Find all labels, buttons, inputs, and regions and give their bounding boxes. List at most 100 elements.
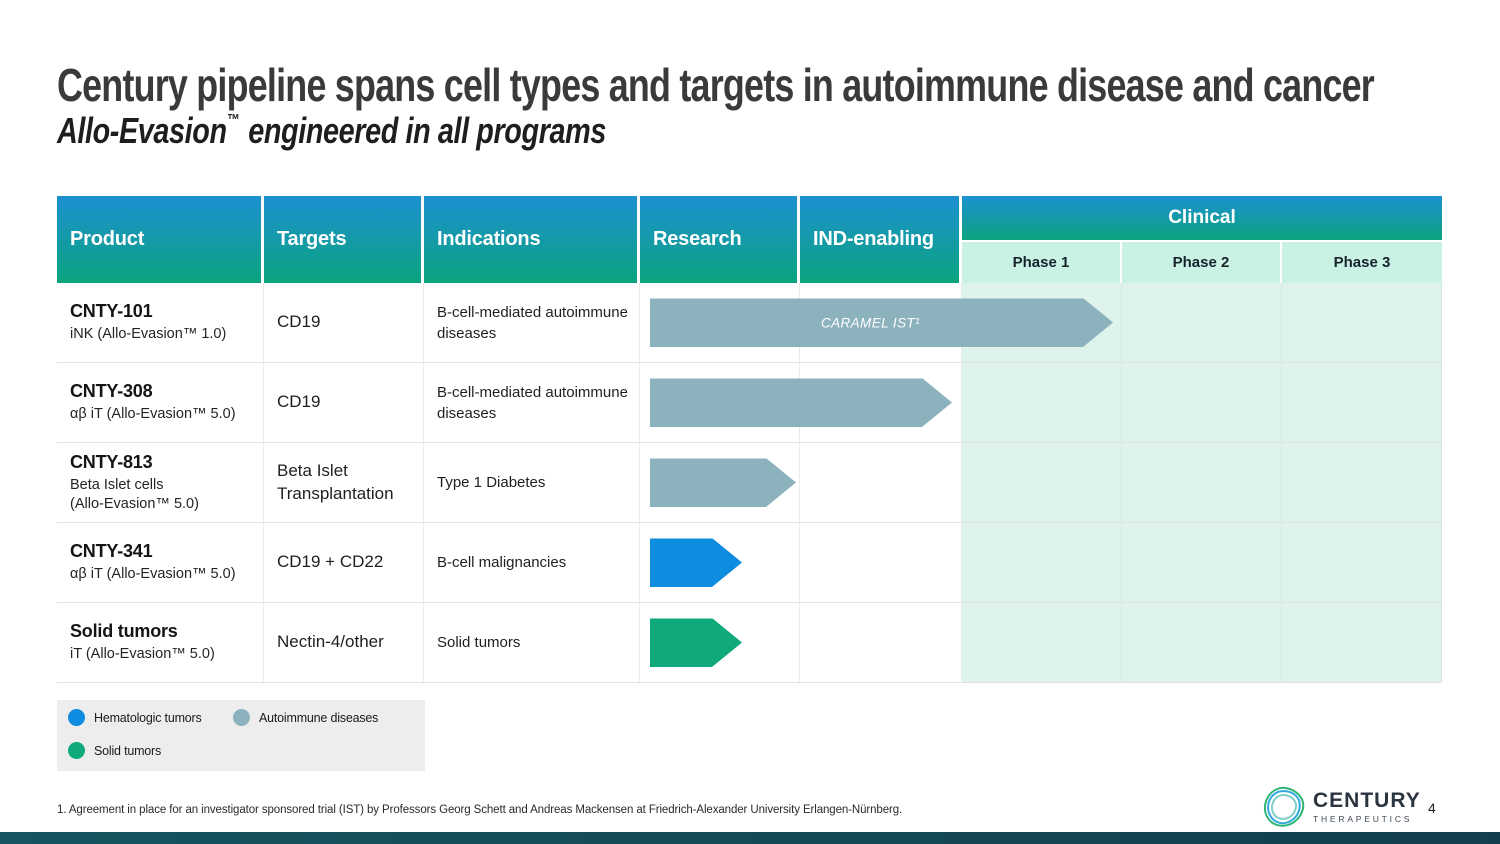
targets-cell: CD19 <box>264 363 424 442</box>
targets-value: CD19 <box>277 312 321 332</box>
indications-cell: B-cell-mediated autoimmune diseases <box>424 363 640 442</box>
century-logo: CENTURY THERAPEUTICS <box>1261 784 1421 830</box>
product-subtitle: Beta Islet cells (Allo-Evasion™ 5.0) <box>70 477 199 512</box>
pipeline-arrow <box>650 458 796 507</box>
indications-cell: Type 1 Diabetes <box>424 443 640 522</box>
column-header-indications: Indications <box>424 196 640 283</box>
trademark-symbol: ™ <box>226 112 240 129</box>
targets-value: CD19 + CD22 <box>277 552 384 572</box>
legend-label: Solid tumors <box>94 743 162 758</box>
indications-cell: Solid tumors <box>424 603 640 682</box>
table-row: CNTY-308 αβ iT (Allo-Evasion™ 5.0) CD19 … <box>57 363 1442 443</box>
indications-value: B-cell-mediated autoimmune diseases <box>437 303 628 342</box>
targets-cell: CD19 + CD22 <box>264 523 424 602</box>
phase3-cell <box>1282 523 1442 602</box>
logo-subtext: THERAPEUTICS <box>1313 814 1413 824</box>
column-header-phase1: Phase 1 <box>962 242 1122 283</box>
logo-blob-icon <box>1261 784 1307 830</box>
column-header-phase2: Phase 2 <box>1122 242 1282 283</box>
logo-name: CENTURY <box>1313 789 1421 812</box>
phase1-cell <box>962 523 1122 602</box>
indications-value: Type 1 Diabetes <box>437 474 546 491</box>
indications-cell: B-cell-mediated autoimmune diseases <box>424 283 640 362</box>
product-cell: Solid tumors iT (Allo-Evasion™ 5.0) <box>57 603 264 682</box>
targets-cell: Beta Islet Transplantation <box>264 443 424 522</box>
column-header-product: Product <box>57 196 264 283</box>
phase3-cell <box>1282 283 1442 362</box>
clinical-header-group: Clinical Phase 1 Phase 2 Phase 3 <box>962 196 1442 283</box>
logo-wordmark: CENTURY THERAPEUTICS <box>1313 787 1421 824</box>
legend-dot <box>68 709 85 726</box>
table-row: CNTY-813 Beta Islet cells (Allo-Evasion™… <box>57 443 1442 523</box>
page-subtitle: Allo-Evasion™ engineered in all programs <box>57 110 606 152</box>
pipeline-arrow <box>650 378 952 427</box>
targets-cell: Nectin-4/other <box>264 603 424 682</box>
arrow-label: CARAMEL IST¹ <box>820 315 921 330</box>
pipeline-table: Product Targets Indications Research IND… <box>57 196 1442 683</box>
research-cell <box>640 603 800 682</box>
ind-enabling-cell <box>800 523 962 602</box>
indications-value: B-cell-mediated autoimmune diseases <box>437 383 628 422</box>
column-header-clinical: Clinical <box>962 196 1442 240</box>
ind-enabling-cell <box>800 603 962 682</box>
indications-value: Solid tumors <box>437 634 521 651</box>
targets-cell: CD19 <box>264 283 424 362</box>
product-name: CNTY-341 <box>70 541 153 562</box>
footnote: 1. Agreement in place for an investigato… <box>57 804 903 816</box>
product-name: CNTY-308 <box>70 381 153 402</box>
phase2-cell <box>1122 603 1282 682</box>
table-row: CNTY-341 αβ iT (Allo-Evasion™ 5.0) CD19 … <box>57 523 1442 603</box>
legend: Hematologic tumors Autoimmune diseases S… <box>57 700 425 771</box>
bottom-bar <box>0 832 1500 844</box>
column-header-ind-enabling: IND-enabling <box>800 196 962 283</box>
column-header-targets: Targets <box>264 196 424 283</box>
phase2-cell <box>1122 283 1282 362</box>
ind-enabling-cell <box>800 443 962 522</box>
phase1-cell <box>962 443 1122 522</box>
phase2-cell <box>1122 443 1282 522</box>
legend-item: Hematologic tumors <box>68 709 202 726</box>
phase3-cell <box>1282 443 1442 522</box>
legend-label: Hematologic tumors <box>94 710 202 725</box>
phase1-cell <box>962 603 1122 682</box>
legend-item: Solid tumors <box>68 742 161 759</box>
product-name: CNTY-813 <box>70 452 153 473</box>
column-header-research: Research <box>640 196 800 283</box>
research-cell <box>640 523 800 602</box>
product-cell: CNTY-101 iNK (Allo-Evasion™ 1.0) <box>57 283 264 362</box>
targets-value: Beta Islet Transplantation <box>277 461 394 503</box>
indications-value: B-cell malignancies <box>437 554 567 571</box>
legend-dot <box>68 742 85 759</box>
product-cell: CNTY-813 Beta Islet cells (Allo-Evasion™… <box>57 443 264 522</box>
phase2-cell <box>1122 363 1282 442</box>
indications-cell: B-cell malignancies <box>424 523 640 602</box>
ind-enabling-cell <box>800 363 962 442</box>
subtitle-brand: Allo-Evasion <box>57 110 227 151</box>
product-name: Solid tumors <box>70 621 178 642</box>
legend-dot <box>233 709 250 726</box>
page-title: Century pipeline spans cell types and ta… <box>57 59 1375 111</box>
phase1-cell <box>962 363 1122 442</box>
research-cell <box>640 443 800 522</box>
table-row: Solid tumors iT (Allo-Evasion™ 5.0) Nect… <box>57 603 1442 683</box>
pipeline-arrow: CARAMEL IST¹ <box>650 298 1113 347</box>
product-cell: CNTY-341 αβ iT (Allo-Evasion™ 5.0) <box>57 523 264 602</box>
product-subtitle: αβ iT (Allo-Evasion™ 5.0) <box>70 406 236 423</box>
product-name: CNTY-101 <box>70 301 153 322</box>
phase2-cell <box>1122 523 1282 602</box>
legend-label: Autoimmune diseases <box>259 710 379 725</box>
product-subtitle: αβ iT (Allo-Evasion™ 5.0) <box>70 566 236 583</box>
subtitle-rest: engineered in all programs <box>240 110 606 151</box>
product-subtitle: iNK (Allo-Evasion™ 1.0) <box>70 326 227 343</box>
targets-value: CD19 <box>277 392 321 412</box>
phase3-cell <box>1282 603 1442 682</box>
targets-value: Nectin-4/other <box>277 632 384 652</box>
product-cell: CNTY-308 αβ iT (Allo-Evasion™ 5.0) <box>57 363 264 442</box>
table-row: CNTY-101 iNK (Allo-Evasion™ 1.0) CD19 B-… <box>57 283 1442 363</box>
legend-item: Autoimmune diseases <box>233 709 378 726</box>
phase-header-row: Phase 1 Phase 2 Phase 3 <box>962 240 1442 283</box>
page-number: 4 <box>1428 800 1436 816</box>
phase3-cell <box>1282 363 1442 442</box>
column-header-phase3: Phase 3 <box>1282 242 1442 283</box>
